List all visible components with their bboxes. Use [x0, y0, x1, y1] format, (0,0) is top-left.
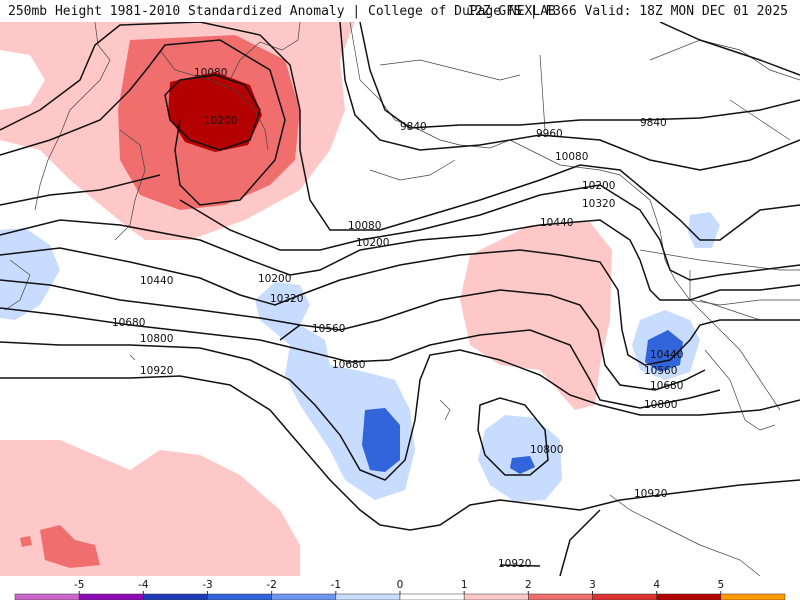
- negative-anomaly-region: [0, 228, 60, 320]
- contour-label: 10560: [312, 323, 345, 335]
- colorbar: -5 -4 -3 -2 -1 0 1 2 3 4 5: [14, 579, 786, 600]
- colorbar-swatch: [207, 593, 272, 600]
- contour-label: 9960: [536, 128, 563, 140]
- anomaly-map: 9840 9960 9840 10080 10200 10080 10080 1…: [0, 22, 800, 576]
- contour-9960: [339, 22, 800, 171]
- colorbar-tick-label: 4: [653, 579, 660, 591]
- contour-10560-small: [279, 324, 301, 341]
- positive-anomaly-region: [168, 72, 262, 152]
- colorbar-swatch: [271, 593, 337, 600]
- contour-label: 10680: [332, 359, 365, 371]
- colorbar-tick-label: 2: [525, 579, 532, 591]
- contour-10080-low: [164, 74, 261, 151]
- contour-label: 10560: [644, 365, 677, 377]
- contour-label: 10080: [555, 151, 588, 163]
- contour-10560: [0, 279, 706, 391]
- contour-label: 9840: [640, 117, 667, 129]
- model-run-info: 12Z GFS | F366 Valid: 18Z MON DEC 01 202…: [467, 4, 788, 19]
- contour-label: 10320: [270, 293, 303, 305]
- coastlines: [4, 22, 800, 576]
- height-contours: [0, 22, 800, 576]
- contour-label: 10800: [644, 399, 677, 411]
- contour-10920-b: [559, 509, 601, 576]
- colorbar-tick-label: -4: [138, 579, 149, 591]
- colorbar-ticks: -5 -4 -3 -2 -1 0 1 2 3 4 5: [74, 579, 724, 594]
- contour-10440: [0, 247, 800, 366]
- colorbar-swatch: [656, 593, 722, 600]
- contour-9960-2: [659, 22, 800, 76]
- negative-anomaly-region: [362, 408, 400, 472]
- colorbar-swatch: [528, 593, 593, 600]
- colorbar-swatches: [14, 593, 786, 600]
- negative-anomaly-region: [510, 456, 535, 474]
- contour-10920: [0, 375, 800, 531]
- contour-9840: [359, 22, 800, 129]
- anomaly-shading: [0, 22, 720, 576]
- header: 250mb Height 1981-2010 Standardized Anom…: [0, 0, 800, 22]
- contour-10920-c: [499, 564, 541, 567]
- contour-label: 10800: [530, 444, 563, 456]
- colorbar-swatch: [143, 593, 208, 600]
- colorbar-tick-label: -2: [266, 579, 276, 591]
- contour-label: 10440: [140, 275, 173, 287]
- positive-anomaly-region: [20, 536, 32, 547]
- colorbar-swatch: [335, 593, 401, 600]
- contour-label: 10200: [582, 180, 615, 192]
- contour-label: 10080: [348, 220, 381, 232]
- contour-10680: [0, 307, 721, 409]
- contour-10200c: [179, 184, 800, 281]
- colorbar-swatch: [78, 593, 144, 600]
- contour-label: 10680: [112, 317, 145, 329]
- colorbar-tick-label: -5: [74, 579, 84, 591]
- contour-label: 9840: [400, 121, 427, 133]
- colorbar-tick-label: 5: [717, 579, 724, 591]
- contour-10800-ring: [477, 397, 549, 476]
- colorbar-swatch: [463, 593, 529, 600]
- contour-label: 10680: [650, 380, 683, 392]
- positive-anomaly-region: [40, 525, 100, 568]
- contour-label: 10200: [356, 237, 389, 249]
- contour-label: 10920: [140, 365, 173, 377]
- contour-label: 10200: [204, 115, 237, 127]
- map-title: 250mb Height 1981-2010 Standardized Anom…: [8, 4, 556, 19]
- colorbar-swatch: [592, 593, 657, 600]
- colorbar-swatch: [399, 593, 465, 600]
- colorbar-tick-label: -3: [202, 579, 212, 591]
- colorbar-tick-label: 1: [461, 579, 468, 591]
- contour-10200: [0, 39, 286, 206]
- contour-label: 10320: [582, 198, 615, 210]
- contour-10320: [0, 219, 800, 301]
- colorbar-tick-label: 3: [589, 579, 596, 591]
- colorbar-tick-label: -1: [331, 579, 341, 591]
- contour-10800: [0, 341, 800, 481]
- contour-label: 10920: [634, 488, 667, 500]
- contour-10080: [0, 22, 800, 241]
- contour-10200b: [0, 174, 161, 206]
- contour-label: 10440: [540, 217, 573, 229]
- colorbar-swatch: [14, 593, 80, 600]
- positive-anomaly-region: [460, 222, 612, 410]
- colorbar-swatch: [720, 593, 786, 600]
- contour-label: 10080: [194, 67, 227, 79]
- contour-label: 10800: [140, 333, 173, 345]
- contour-label-group: 9840 9960 9840 10080 10200 10080 10080 1…: [112, 67, 683, 570]
- negative-anomaly-region: [688, 212, 720, 248]
- colorbar-tick-label: 0: [397, 579, 404, 591]
- contour-label: 10200: [258, 273, 291, 285]
- contour-label: 10440: [650, 349, 683, 361]
- contour-label: 10920: [498, 558, 531, 570]
- negative-anomaly-region: [645, 330, 683, 372]
